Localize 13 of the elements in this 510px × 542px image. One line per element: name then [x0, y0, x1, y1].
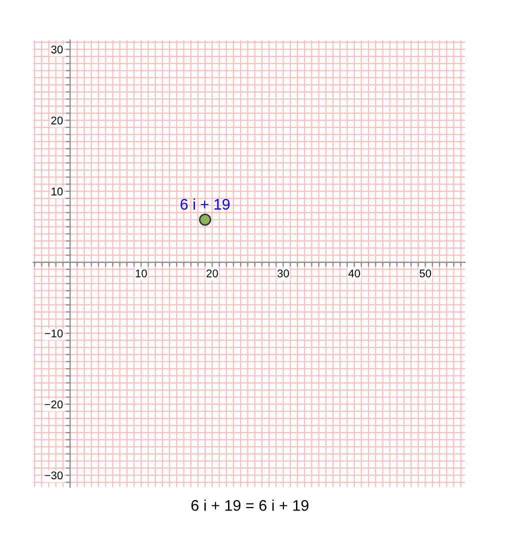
- x-tick-label: 50: [420, 270, 432, 278]
- y-tick-label: 20: [51, 116, 63, 124]
- annotation: 6 i + 19: [180, 198, 230, 210]
- x-tick-label: 30: [277, 270, 289, 278]
- y-tick-label: −10: [44, 330, 63, 338]
- x-tick-label: 10: [136, 270, 147, 278]
- y-tick-label: −20: [44, 400, 63, 408]
- x-tick-label: 20: [206, 270, 218, 278]
- text: 6 i + 19 = 6 i + 19: [191, 500, 308, 511]
- x-tick-label: 40: [348, 270, 360, 278]
- y-tick-label: 30: [51, 46, 63, 54]
- y-tick-label: −30: [44, 471, 63, 480]
- y-tick-label: 10: [52, 188, 63, 196]
